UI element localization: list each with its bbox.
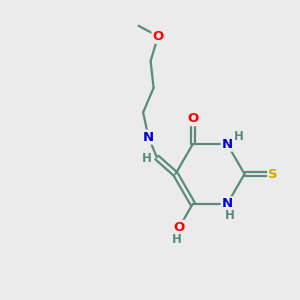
- Text: H: H: [142, 152, 152, 166]
- Text: O: O: [187, 112, 198, 125]
- Text: O: O: [152, 30, 164, 43]
- Text: S: S: [268, 167, 278, 181]
- Text: H: H: [234, 130, 244, 143]
- Text: N: N: [143, 130, 154, 144]
- Text: O: O: [174, 221, 185, 234]
- Text: H: H: [225, 209, 235, 222]
- Text: N: N: [222, 138, 233, 151]
- Text: H: H: [172, 233, 182, 246]
- Text: N: N: [222, 197, 233, 210]
